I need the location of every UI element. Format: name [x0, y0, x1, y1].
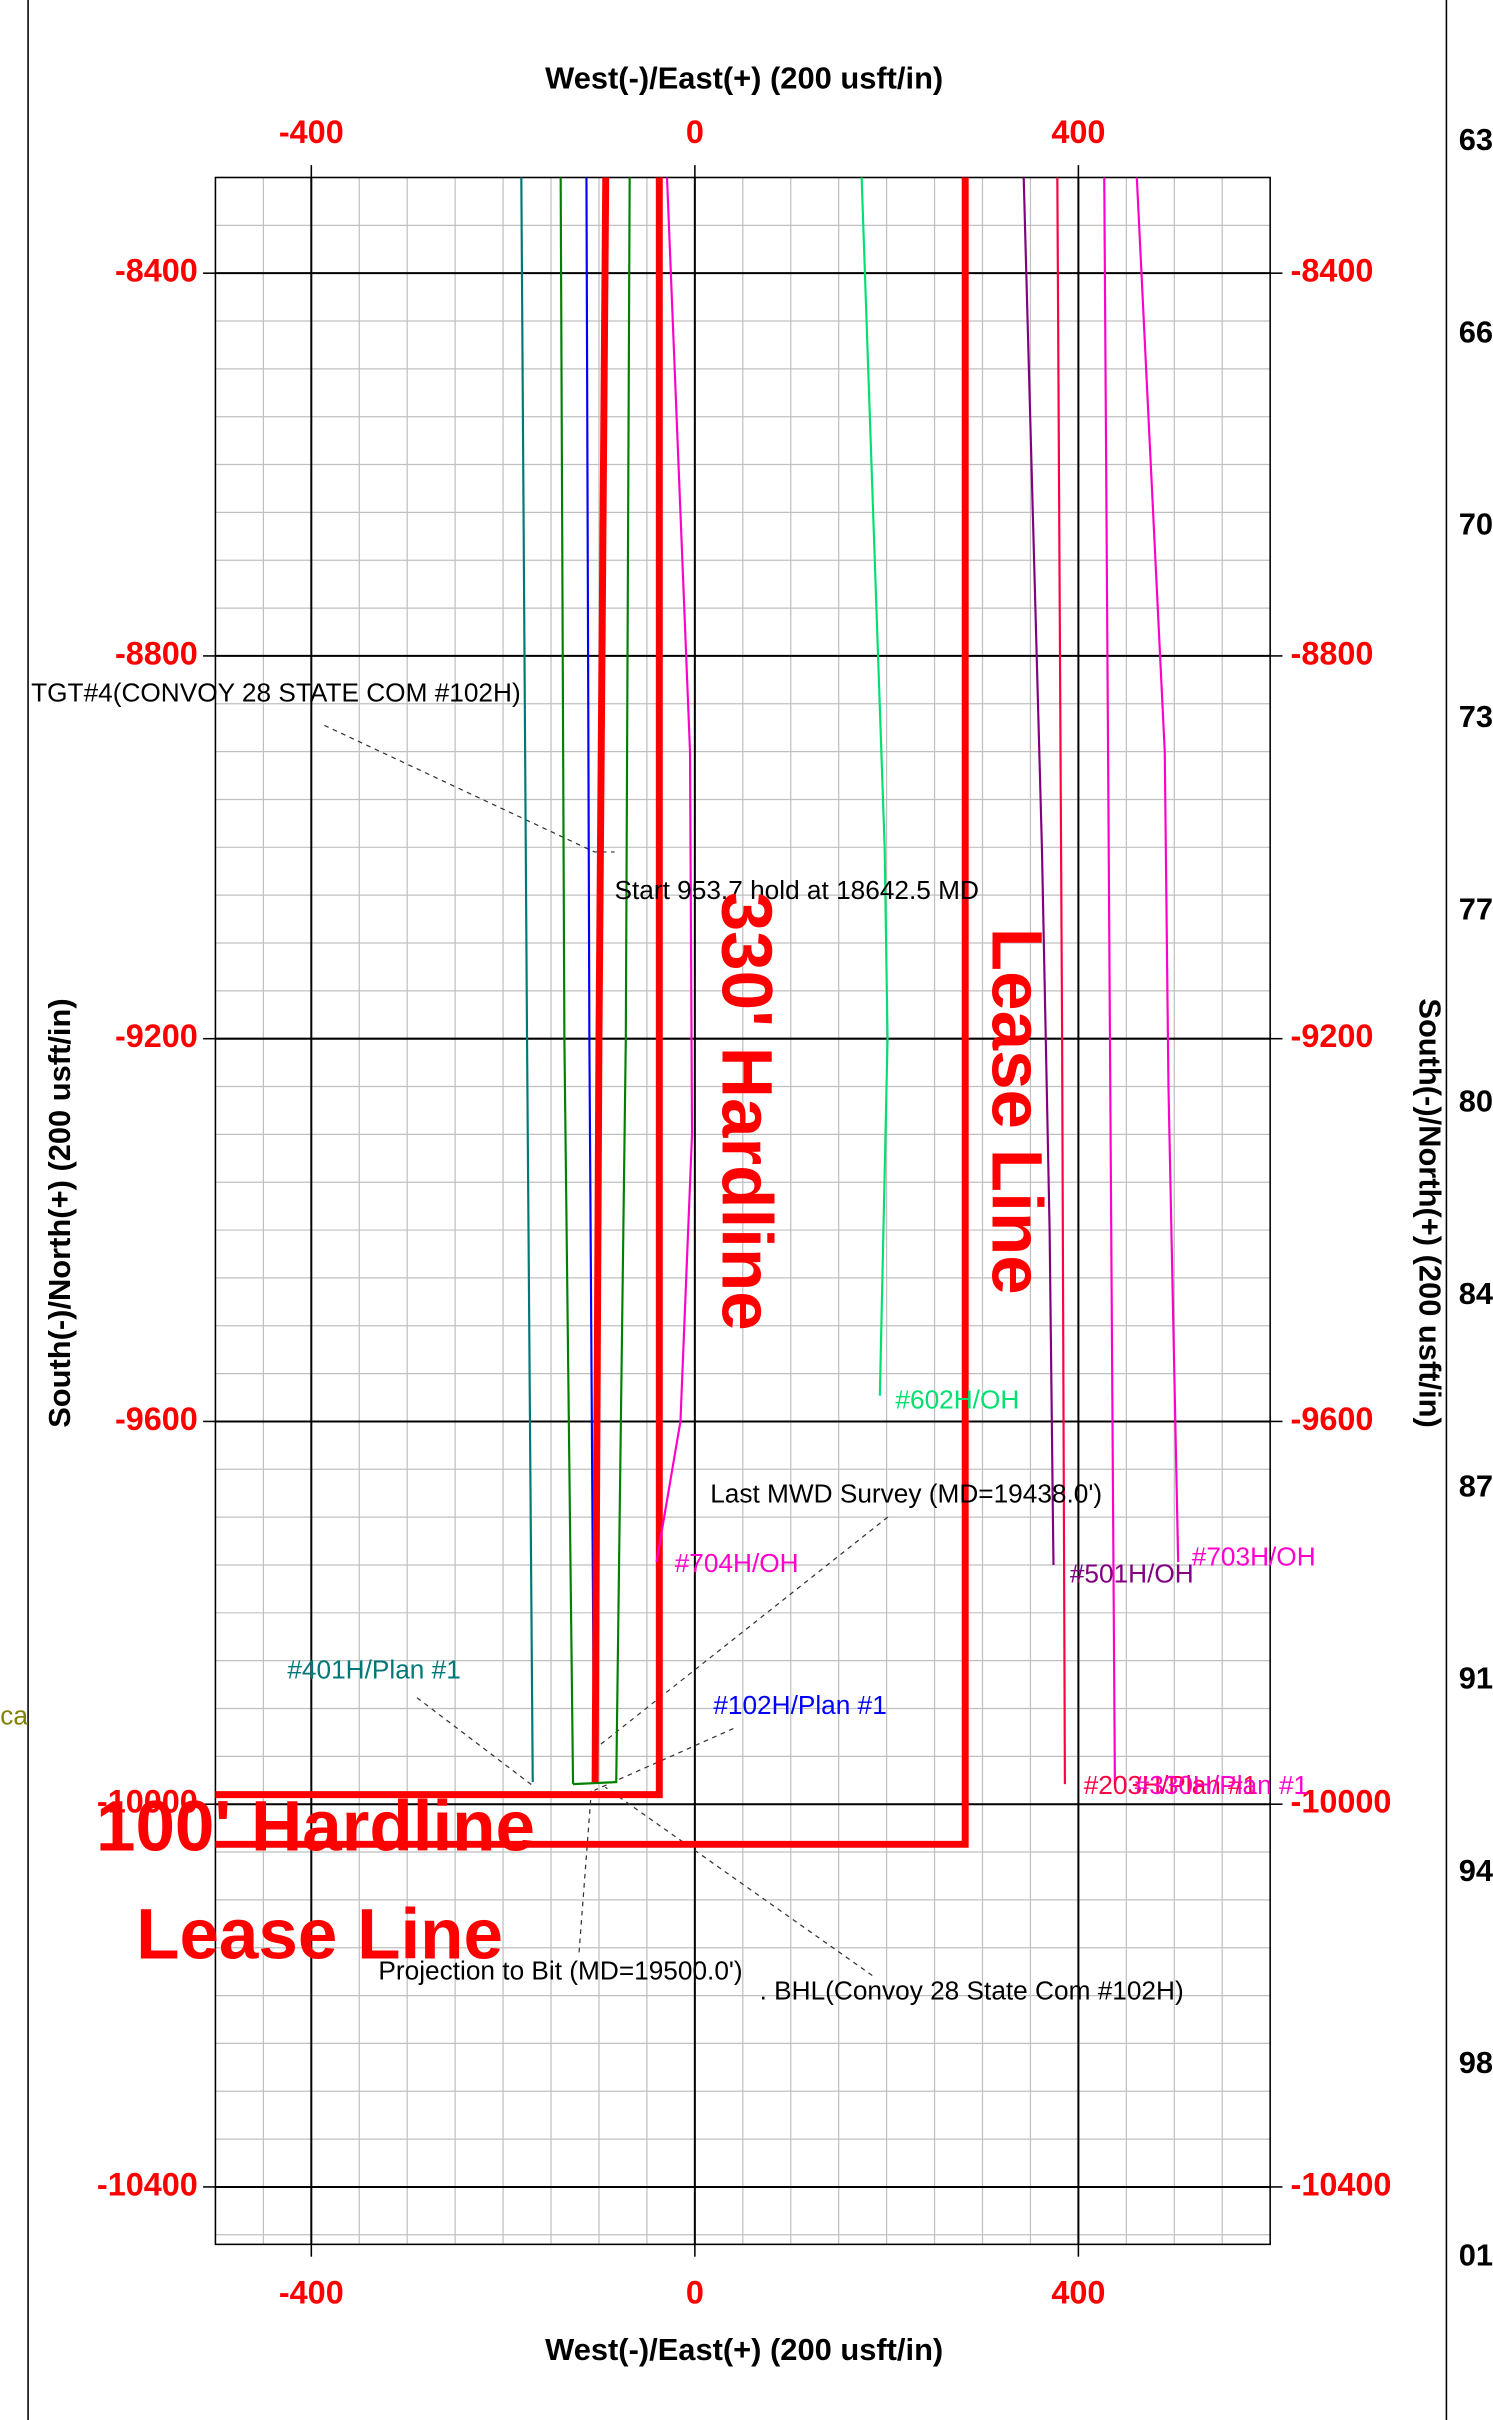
x-axis-title: West(-)/East(+) (200 usft/in)	[545, 2332, 943, 2367]
y-tick-label: -9600	[115, 1401, 198, 1437]
leader	[324, 724, 615, 853]
boundary-label: Lease Line	[976, 928, 1055, 1295]
well-path	[1022, 177, 1055, 1565]
y-tick-label: -10000	[1291, 1784, 1392, 1820]
well-label: #203H/Plan #1	[1084, 1770, 1257, 1800]
cut-axis-label: 77	[1459, 891, 1493, 926]
annotation: Start 953.7 hold at 18642.5 MD	[615, 875, 979, 905]
x-tick-label: 400	[1051, 114, 1105, 150]
well-path	[860, 177, 889, 1396]
cut-axis-label: 94	[1459, 1853, 1493, 1888]
y-axis-title: South(-)/North(+) (200 usft/in)	[42, 998, 77, 1427]
leader	[416, 1697, 534, 1787]
well-label: #330H/Plan #1	[1135, 1770, 1308, 1800]
y-axis-title: South(-)/North(+) (200 usft/in)	[1413, 998, 1448, 1427]
plot-border	[214, 176, 1271, 2246]
y-tick-label: -10400	[97, 2167, 198, 2203]
y-tick-label: -9200	[1291, 1018, 1374, 1054]
annotation: TGT#4(CONVOY 28 STATE COM #102H)	[31, 677, 521, 707]
boundary-label: 100' Hardline	[96, 1788, 535, 1867]
leader	[604, 1786, 873, 1977]
labels: -400 -400 0 0 400 400 -8400 -8400 -8800 -8800 -920…	[0, 60, 1493, 2367]
y-tick-label: -8800	[115, 635, 198, 671]
y-tick-label: -8800	[1291, 635, 1374, 671]
annotation: Last MWD Survey (MD=19438.0')	[710, 1478, 1102, 1508]
cut-text: ca	[0, 1701, 28, 1731]
y-tick-label: -10000	[97, 1784, 198, 1820]
x-axis-title: West(-)/East(+) (200 usft/in)	[545, 60, 943, 95]
y-tick-label: -8400	[1291, 253, 1374, 289]
cut-axis-label: 80	[1459, 1084, 1493, 1119]
y-tick-label: -9600	[1291, 1401, 1374, 1437]
boundary-line	[591, 177, 610, 1783]
well-label: #102H/Plan #1	[713, 1690, 886, 1720]
well-path	[572, 177, 631, 1786]
y-tick-label: -8400	[115, 253, 198, 289]
boundary-line	[215, 177, 663, 1799]
boundary-label: Lease Line	[136, 1896, 503, 1975]
cut-axis-label: 70	[1459, 507, 1493, 542]
cut-axis-label: 91	[1459, 1661, 1493, 1696]
leader-lines	[324, 724, 889, 1977]
boundary-line	[215, 177, 969, 1848]
well-path	[585, 177, 596, 1783]
well-label: #401H/Plan #1	[287, 1654, 460, 1684]
cut-axis-label: 98	[1459, 2045, 1493, 2080]
well-path	[1135, 177, 1180, 1563]
cut-axis-label: 63	[1459, 122, 1493, 157]
cut-axis-label: 01	[1459, 2237, 1493, 2272]
y-tick-label: -10400	[1291, 2167, 1392, 2203]
cut-axis-label: 84	[1459, 1276, 1493, 1311]
well-label: #703H/OH	[1192, 1542, 1316, 1572]
well-label: #501H/OH	[1070, 1559, 1194, 1589]
boundary-label: 330' Hardline	[706, 892, 785, 1331]
well-path	[655, 177, 694, 1563]
plot	[215, 177, 1180, 1848]
well-path	[520, 177, 534, 1783]
x-tick-label: 0	[686, 2275, 704, 2311]
well-label: #602H/OH	[895, 1384, 1019, 1414]
grid	[203, 165, 1283, 2257]
well-path	[1103, 177, 1116, 1785]
well-label: #704H/OH	[675, 1548, 799, 1578]
x-tick-label: 0	[686, 114, 704, 150]
x-tick-label: -400	[279, 2275, 344, 2311]
annotation: . BHL(Convoy 28 State Com #102H)	[760, 1975, 1184, 2005]
leader	[591, 1516, 889, 1753]
well-path	[1056, 177, 1066, 1785]
cut-axis-label: 87	[1459, 1468, 1493, 1503]
x-tick-label: 400	[1051, 2275, 1105, 2311]
leader	[594, 1728, 734, 1791]
y-tick-label: -9200	[115, 1018, 198, 1054]
cut-axis-label: 66	[1459, 314, 1493, 349]
cut-axis-label: 73	[1459, 699, 1493, 734]
x-tick-label: -400	[279, 114, 344, 150]
annotation: Projection to Bit (MD=19500.0')	[378, 1955, 742, 1985]
